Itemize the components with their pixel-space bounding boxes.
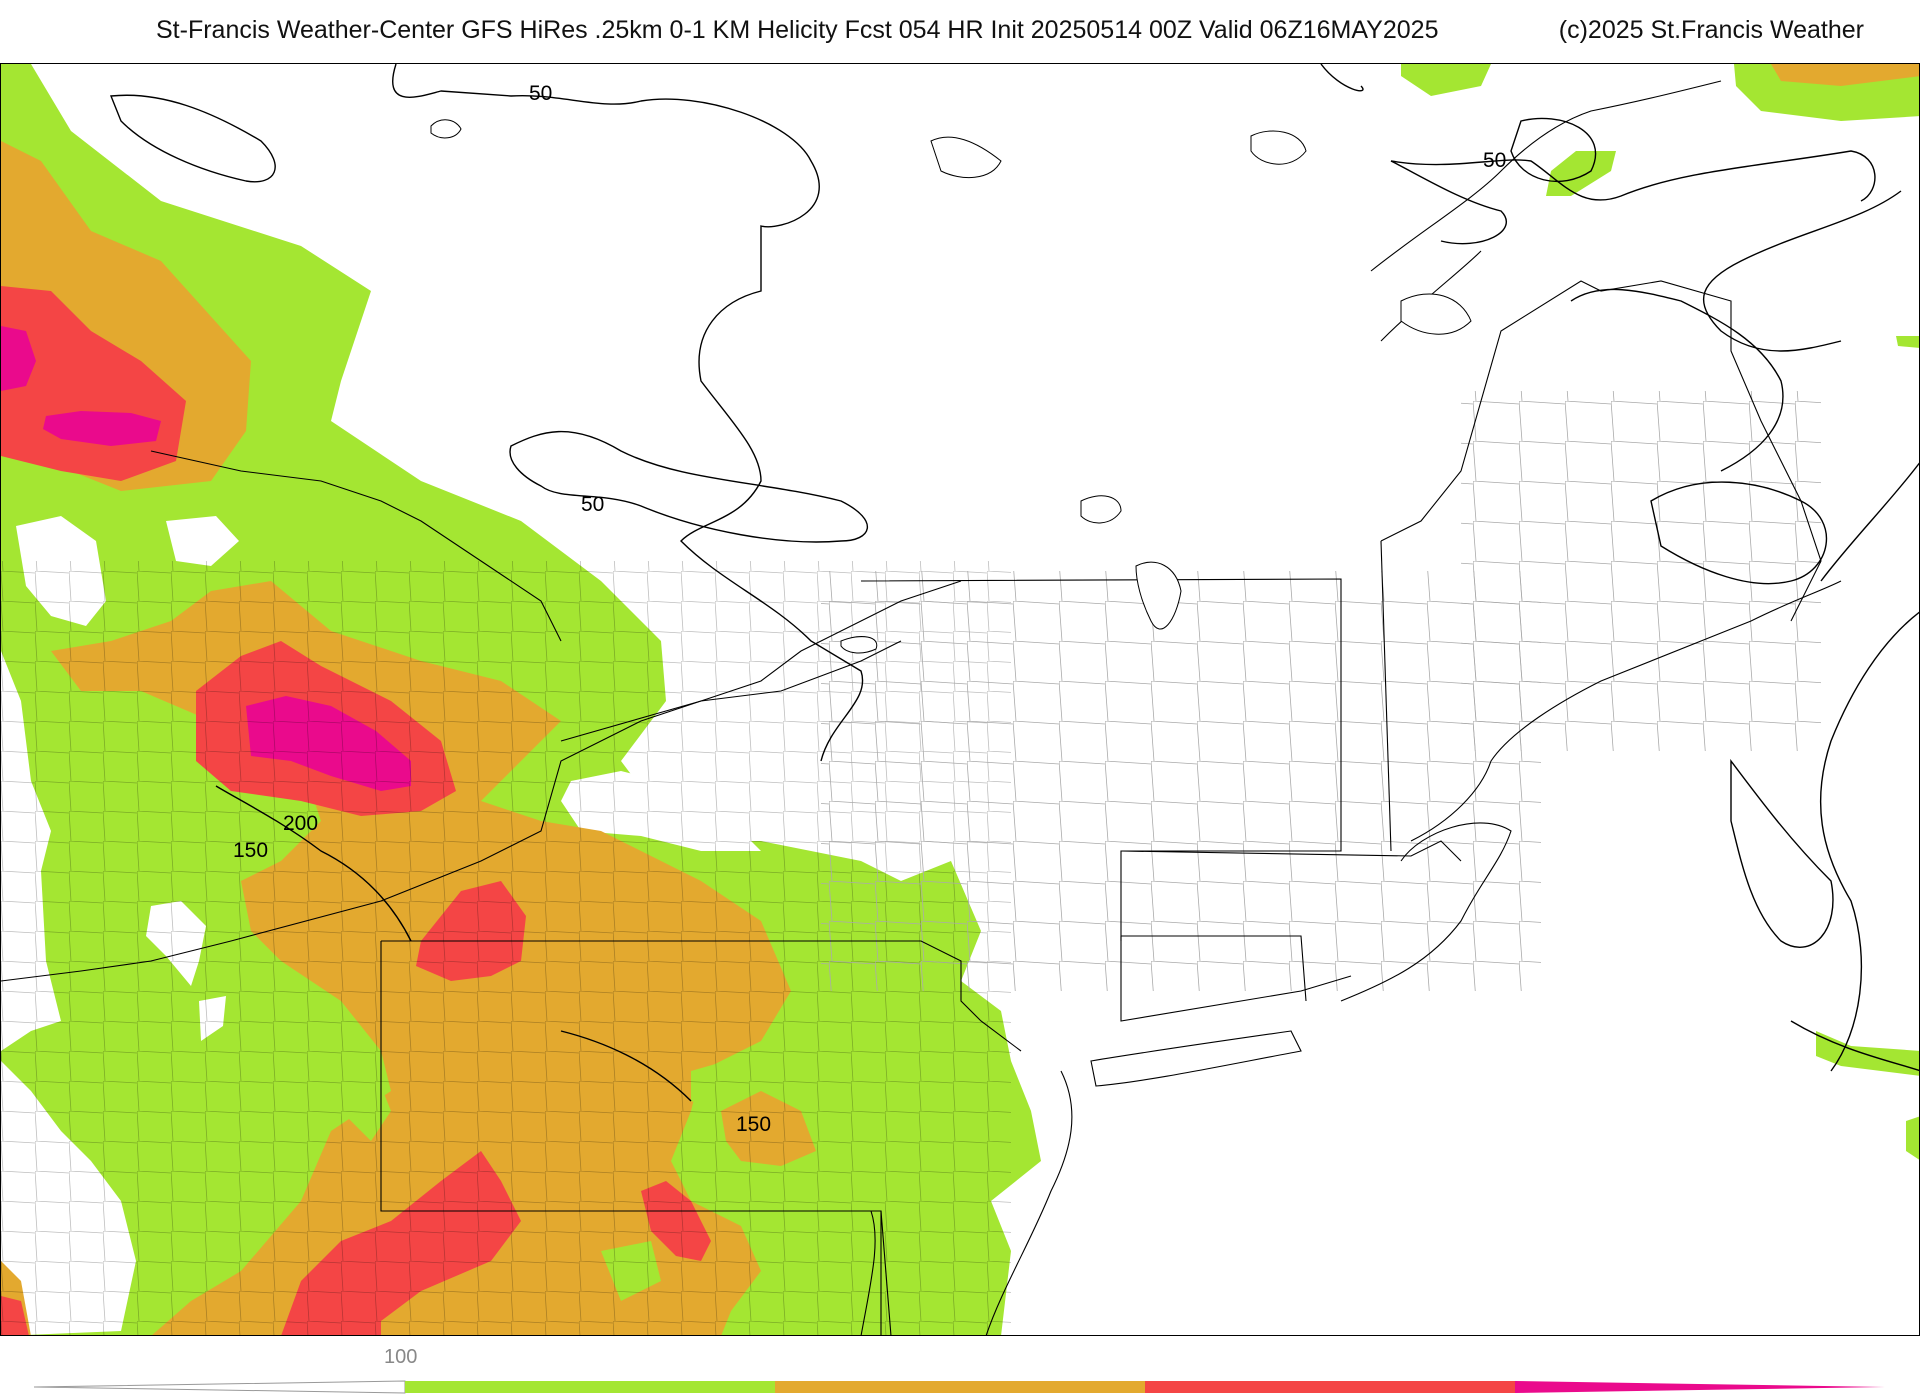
- green-shade-ne-3: [1546, 151, 1616, 196]
- contour-50-blob-nw: [110, 94, 276, 183]
- contour-50-loop: [509, 430, 868, 543]
- me-border: [1380, 280, 1822, 622]
- green-shade-e-1: [1896, 336, 1919, 348]
- map-canvas: 50 50 50 200 150 150: [1, 64, 1919, 1335]
- contour-label-50-c: 50: [581, 493, 604, 516]
- colorbar-tick-label: 100: [384, 1346, 418, 1368]
- contour-150-line: [215, 785, 412, 942]
- magenta-shade-nw-1: [1, 326, 36, 391]
- contour-e-ring: [1510, 117, 1597, 183]
- colorbar-segment-orange: [775, 1381, 1145, 1393]
- county-lines-maine: [1461, 391, 1821, 751]
- colorbar-segment-green: [405, 1381, 775, 1393]
- state-boundaries: [1, 80, 1842, 1335]
- copyright-text: (c)2025 St.Francis Weather: [1558, 16, 1864, 44]
- colorbar: 100: [0, 1340, 1920, 1400]
- contour-label-150-b: 150: [736, 1113, 771, 1136]
- contour-east-3: [1819, 611, 1919, 1072]
- md-boundary: [880, 1210, 892, 1335]
- ny-pa-border: [381, 940, 1022, 1052]
- contour-label-50-a: 50: [529, 82, 552, 105]
- lakes: [430, 119, 1472, 654]
- contour-labels: 50 50 50 200 150 150: [233, 82, 1506, 1136]
- contour-50-ne-loop: [1390, 160, 1508, 245]
- lake-ontario-north: [560, 640, 902, 742]
- colorbar-segment-red: [1145, 1381, 1515, 1393]
- ct-ri-border: [1120, 935, 1352, 1022]
- new-england-coast: [1340, 822, 1512, 1002]
- ontario-border: [1, 580, 962, 982]
- vt-nh-border: [1380, 540, 1392, 852]
- maine-coast: [1410, 580, 1842, 842]
- contour-150-label-line: [560, 1030, 692, 1102]
- nj-coast: [985, 1070, 1073, 1335]
- contour-east-4: [1730, 758, 1834, 948]
- contour-east-5: [1790, 1020, 1919, 1072]
- helicity-map: 50 50 50 200 150 150: [0, 63, 1920, 1336]
- contour-east-1: [1570, 288, 1784, 472]
- contour-50-east: [1702, 190, 1902, 352]
- county-lines-northeast: [821, 571, 1541, 991]
- map-title-bar: St-Francis Weather-Center GFS HiRes .25k…: [0, 16, 1920, 56]
- contour-50-ne: [1320, 64, 1876, 202]
- contour-50-north: [392, 64, 864, 762]
- ma-border: [1120, 840, 1462, 862]
- map-title: St-Francis Weather-Center GFS HiRes .25k…: [156, 16, 1439, 44]
- pa-boundary: [380, 941, 882, 1335]
- green-shade-e-3: [1906, 1116, 1919, 1160]
- long-island: [1090, 1030, 1302, 1087]
- contour-east-2: [1650, 481, 1828, 585]
- ottawa-river: [150, 450, 562, 642]
- contour-east-6: [1820, 462, 1919, 582]
- colorbar-segment-magenta: [1515, 1381, 1885, 1393]
- orange-shade-ne: [1771, 64, 1919, 86]
- green-shade-ne-1: [1401, 64, 1491, 96]
- contour-label-200: 200: [283, 812, 318, 835]
- chesapeake: [860, 1210, 876, 1335]
- contour-label-150-a: 150: [233, 839, 268, 862]
- ny-border: [860, 578, 1342, 941]
- quebec-line: [1370, 80, 1722, 272]
- river-sl: [1380, 250, 1482, 342]
- green-shade-e-2: [1816, 1031, 1919, 1076]
- colorbar-segment-white: [33, 1380, 406, 1394]
- colorbar-graphic: [33, 1380, 1885, 1394]
- magenta-shade-nw-2: [43, 411, 161, 446]
- contour-label-50-b: 50: [1483, 149, 1506, 172]
- contour-lines: [110, 64, 1919, 1102]
